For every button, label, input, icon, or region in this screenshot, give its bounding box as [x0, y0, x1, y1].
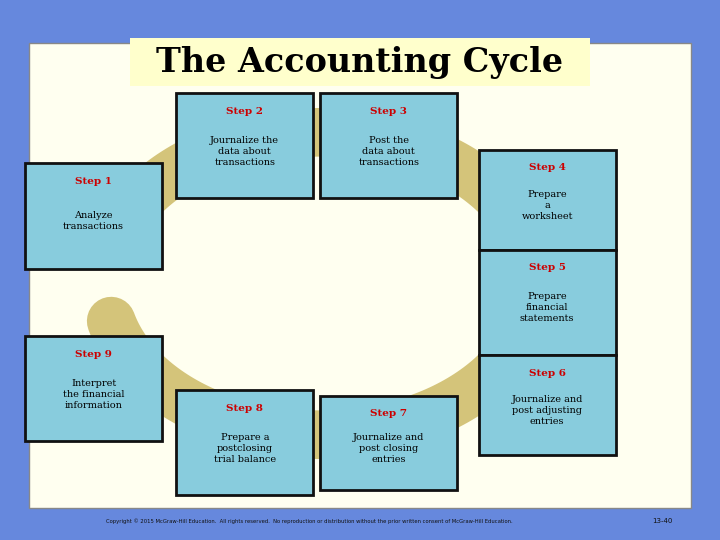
Text: Step 3: Step 3 [370, 106, 408, 116]
FancyBboxPatch shape [479, 150, 616, 249]
Text: The Accounting Cycle: The Accounting Cycle [156, 45, 564, 79]
Text: 13-40: 13-40 [652, 518, 672, 524]
FancyBboxPatch shape [320, 93, 457, 199]
FancyBboxPatch shape [130, 38, 590, 86]
FancyBboxPatch shape [176, 93, 313, 199]
FancyBboxPatch shape [25, 163, 162, 269]
Text: Step 9: Step 9 [75, 350, 112, 359]
FancyBboxPatch shape [479, 249, 616, 355]
Text: Prepare a
postclosing
trial balance: Prepare a postclosing trial balance [214, 433, 276, 464]
Text: Step 6: Step 6 [528, 368, 566, 377]
FancyBboxPatch shape [479, 355, 616, 455]
FancyBboxPatch shape [176, 390, 313, 496]
FancyBboxPatch shape [320, 395, 457, 490]
FancyBboxPatch shape [29, 43, 691, 508]
Text: Step 2: Step 2 [226, 106, 264, 116]
Text: Prepare
financial
statements: Prepare financial statements [520, 292, 575, 323]
Text: Step 4: Step 4 [528, 163, 566, 172]
Text: Copyright © 2015 McGraw-Hill Education.  All rights reserved.  No reproduction o: Copyright © 2015 McGraw-Hill Education. … [107, 518, 513, 524]
Text: Step 5: Step 5 [528, 263, 566, 272]
Text: Analyze
transactions: Analyze transactions [63, 211, 124, 232]
Text: Step 7: Step 7 [370, 409, 408, 418]
Text: Post the
data about
transactions: Post the data about transactions [359, 136, 419, 167]
Text: Prepare
a
worksheet: Prepare a worksheet [521, 190, 573, 221]
Text: Journalize and
post closing
entries: Journalize and post closing entries [353, 433, 425, 464]
Text: Step 1: Step 1 [75, 177, 112, 186]
Text: Journalize and
post adjusting
entries: Journalize and post adjusting entries [511, 395, 583, 426]
Text: Step 8: Step 8 [226, 404, 264, 413]
Text: Interpret
the financial
information: Interpret the financial information [63, 379, 125, 410]
Text: Journalize the
data about
transactions: Journalize the data about transactions [210, 136, 279, 167]
FancyBboxPatch shape [25, 336, 162, 442]
